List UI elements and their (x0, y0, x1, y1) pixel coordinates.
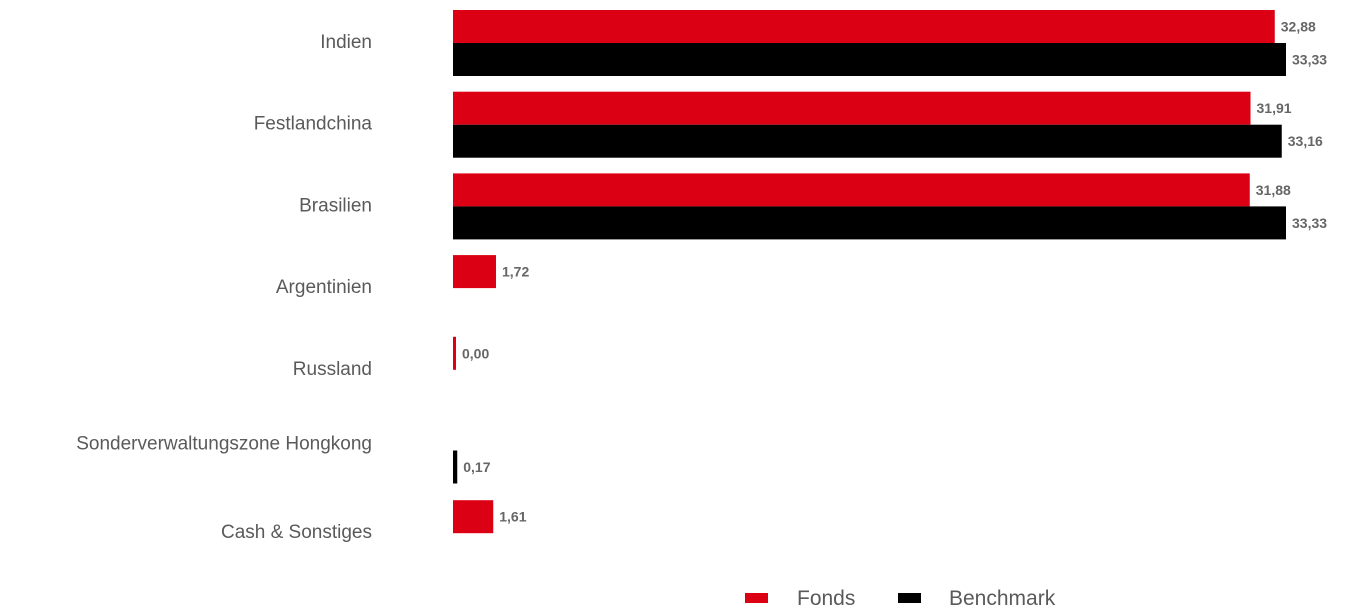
bar-fonds-brasilien (453, 173, 1250, 207)
legend-label-fonds: Fonds (797, 587, 855, 610)
legend-swatch-fonds (745, 593, 768, 603)
value-label-benchmark-brasilien: 33,33 (1292, 215, 1327, 231)
bar-fonds-indien (453, 10, 1275, 43)
value-label-fonds-indien: 32,88 (1281, 19, 1316, 35)
value-label-benchmark-sonderverwaltungszone-hongkong: 0,17 (463, 459, 490, 475)
value-labels: 32,88 33,33 31,91 33,16 31,88 33,33 1,72 0,00 0,… (462, 19, 1327, 525)
category-labels: Indien Festlandchina Brasilien Argentinien R… (76, 32, 372, 543)
bar-benchmark-brasilien (453, 206, 1286, 240)
category-label-brasilien: Brasilien (299, 195, 372, 216)
category-label-russland: Russland (293, 359, 372, 380)
bar-fonds-argentinien (453, 255, 496, 289)
value-label-fonds-brasilien: 31,88 (1256, 182, 1291, 198)
value-label-benchmark-festlandchina: 33,16 (1288, 133, 1323, 149)
category-label-festlandchina: Festlandchina (254, 114, 373, 135)
category-label-cash-and-sonstiges: Cash & Sonstiges (221, 522, 372, 543)
bar-benchmark-festlandchina (453, 124, 1282, 158)
bars (453, 10, 1286, 534)
bar-fonds-festlandchina (453, 91, 1251, 125)
legend: Fonds Benchmark (745, 587, 1056, 610)
value-label-benchmark-indien: 33,33 (1292, 52, 1327, 68)
legend-swatch-benchmark (898, 593, 921, 603)
bar-benchmark-sonderverwaltungszone-hongkong (453, 450, 458, 484)
category-label-indien: Indien (320, 32, 372, 53)
bar-fonds-cash-and-sonstiges (453, 500, 494, 534)
bar-fonds-russland (453, 336, 456, 370)
bar-benchmark-indien (453, 43, 1286, 76)
legend-label-benchmark: Benchmark (949, 587, 1056, 610)
value-label-fonds-festlandchina: 31,91 (1257, 100, 1292, 116)
category-label-argentinien: Argentinien (276, 277, 372, 298)
value-label-fonds-argentinien: 1,72 (502, 264, 529, 280)
category-label-sonderverwaltungszone-hongkong: Sonderverwaltungszone Hongkong (76, 434, 372, 455)
value-label-fonds-cash-and-sonstiges: 1,61 (499, 509, 526, 525)
value-label-fonds-russland: 0,00 (462, 345, 489, 361)
